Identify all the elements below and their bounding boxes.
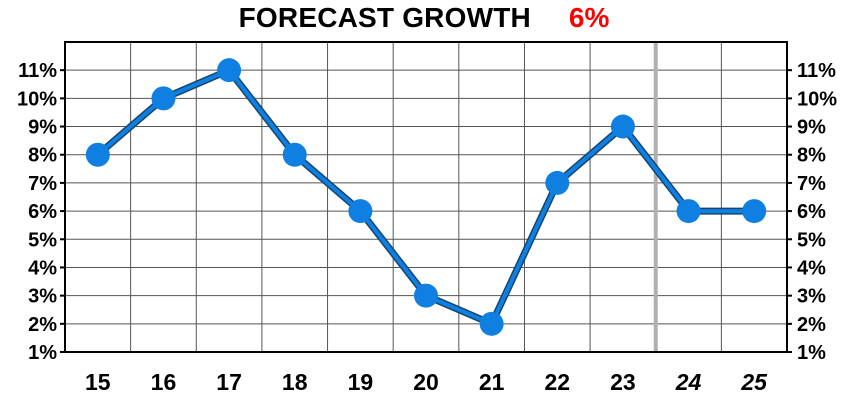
y-tick-label-left: 10% (17, 88, 57, 110)
plot-frame (64, 41, 788, 353)
y-tick-label-left: 1% (28, 342, 57, 364)
y-tick-label-left: 6% (28, 201, 57, 223)
y-tick-label-right: 7% (797, 173, 826, 195)
x-tick-label: 23 (610, 369, 636, 395)
y-tick-label-left: 3% (28, 286, 57, 308)
data-point (676, 199, 701, 224)
y-tick-label-right: 11% (797, 60, 836, 82)
y-tick-label-left: 4% (28, 257, 57, 279)
chart-title: FORECAST GROWTH 6% (0, 2, 848, 34)
y-tick-label-right: 10% (797, 88, 837, 110)
chart-title-text: FORECAST GROWTH (238, 2, 531, 33)
y-tick-label-left: 11% (18, 60, 57, 82)
y-tick-label-left: 9% (28, 117, 57, 139)
data-point (217, 58, 242, 83)
data-point (479, 311, 504, 336)
y-tick-label-left: 7% (28, 173, 57, 195)
x-axis: 15 16 17 18 19 20 21 22 23 24 25 (85, 369, 768, 395)
y-tick-label-right: 2% (797, 314, 826, 336)
x-tick-label: 22 (544, 369, 570, 395)
y-tick-label-right: 1% (797, 342, 826, 364)
x-tick-label: 24 (675, 369, 702, 395)
data-point (151, 86, 176, 111)
data-point (85, 142, 110, 167)
y-tick-label-left: 2% (28, 314, 57, 336)
x-tick-label: 20 (413, 369, 439, 395)
y-tick-label-left: 5% (28, 229, 57, 251)
chart-title-value: 6% (568, 2, 610, 33)
data-point (545, 170, 570, 195)
x-tick-label: 15 (85, 369, 111, 395)
data-point (348, 199, 373, 224)
x-tick-label: 21 (479, 369, 505, 395)
series-points (85, 58, 767, 336)
data-point (742, 199, 767, 224)
y-tick-label-right: 5% (797, 229, 826, 251)
data-point (414, 283, 438, 308)
plot-border (64, 41, 788, 353)
y-tick-label-right: 3% (797, 286, 826, 308)
y-tick-label-right: 9% (797, 117, 826, 139)
y-axis-left: 1% 2% 3% 4% 5% 6% 7% 8% 9% 10% 11% (17, 60, 65, 364)
data-point (610, 114, 635, 139)
x-tick-label: 18 (282, 369, 308, 395)
y-axis-right: 1% 2% 3% 4% 5% 6% 7% 8% 9% 10% 11% (787, 60, 837, 364)
y-tick-label-right: 8% (797, 145, 826, 167)
x-tick-label: 16 (151, 369, 177, 395)
x-tick-label: 25 (740, 369, 768, 395)
x-tick-label: 17 (216, 369, 242, 395)
x-tick-label: 19 (348, 369, 374, 395)
y-tick-label-right: 6% (797, 201, 826, 223)
y-tick-label-right: 4% (797, 257, 826, 279)
data-point (282, 142, 307, 167)
y-tick-label-left: 8% (28, 145, 57, 167)
